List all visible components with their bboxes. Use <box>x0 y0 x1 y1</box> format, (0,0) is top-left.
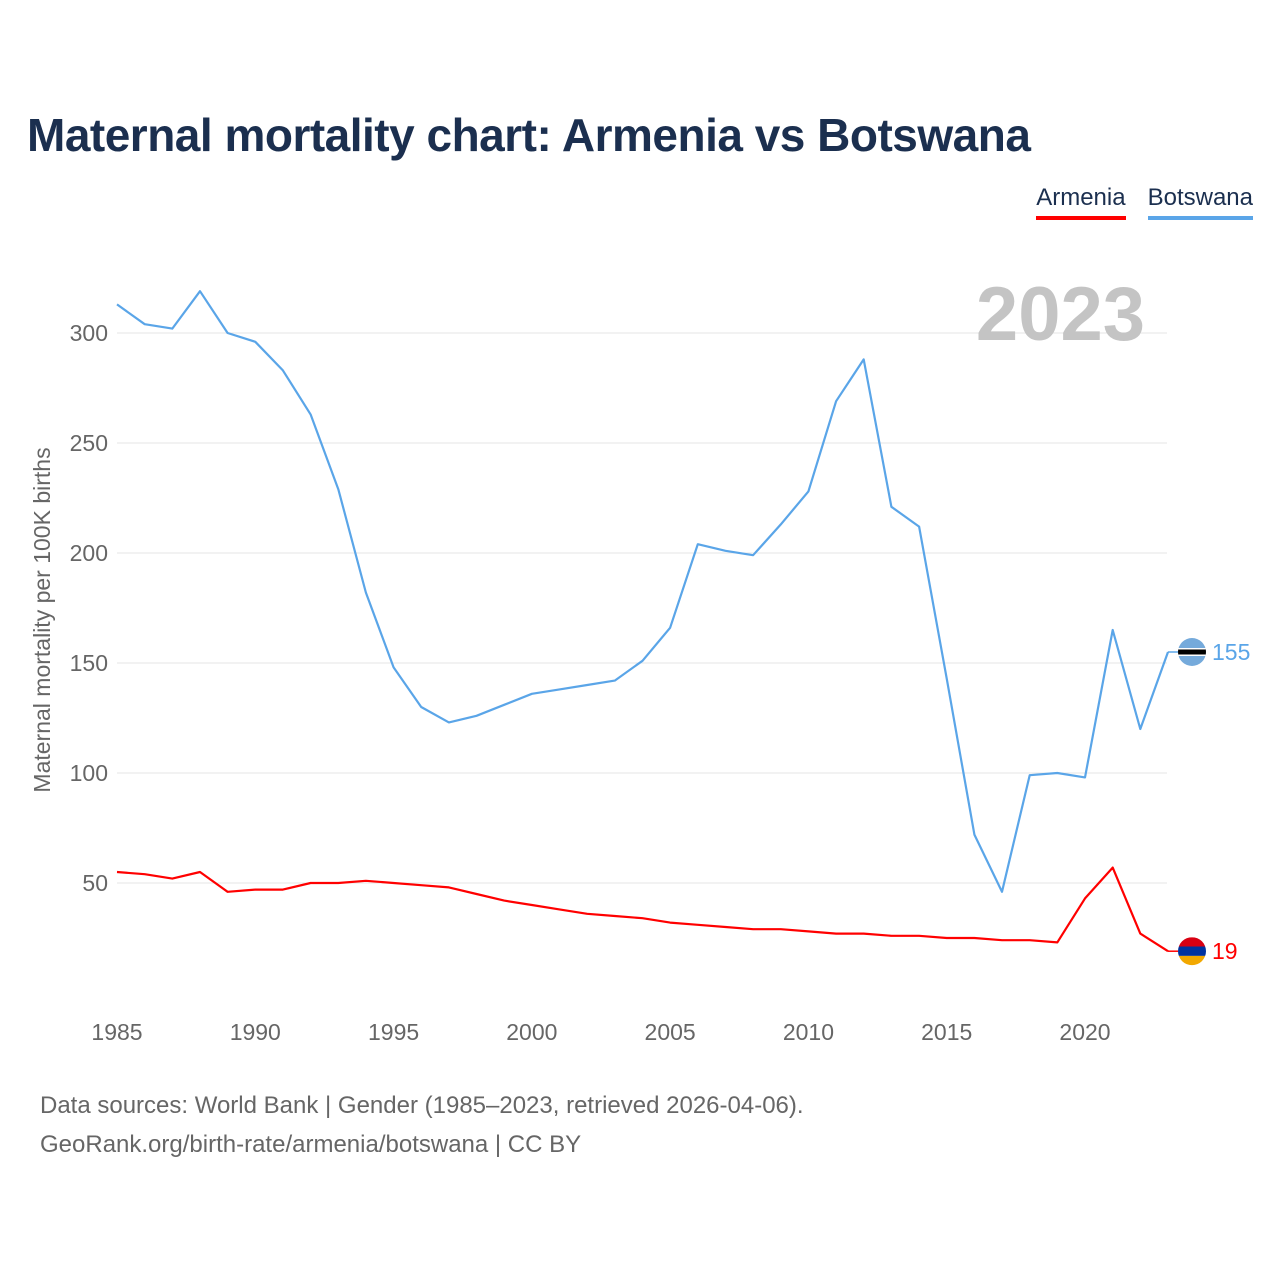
series-line-armenia <box>116 866 1169 953</box>
x-tick-label: 2000 <box>506 1019 557 1045</box>
chart-title: Maternal mortality chart: Armenia vs Bot… <box>27 109 1031 161</box>
legend: Armenia Botswana <box>1036 184 1253 220</box>
y-tick-label: 200 <box>70 540 108 566</box>
y-tick-label: 50 <box>82 870 108 896</box>
series-lines <box>116 290 1170 953</box>
x-tick-label: 1995 <box>368 1019 419 1045</box>
x-tick-label: 2010 <box>783 1019 834 1045</box>
y-tick-label: 300 <box>70 320 108 346</box>
gridlines <box>117 332 1167 884</box>
end-value-label-armenia: 19 <box>1212 938 1238 964</box>
x-tick-label: 2020 <box>1059 1019 1110 1045</box>
legend-armenia[interactable]: Armenia <box>1036 184 1126 220</box>
x-ticks: 1985 1990 1995 2000 2005 2010 2015 2020 <box>91 1019 1110 1045</box>
line-chart: 2023 Maternal mortality per 100K births … <box>29 272 1250 1045</box>
y-ticks: 50 100 150 200 250 300 <box>70 320 108 896</box>
armenia-flag-icon <box>1178 937 1206 966</box>
x-tick-label: 1990 <box>230 1019 281 1045</box>
year-watermark: 2023 <box>976 272 1145 357</box>
botswana-flag-icon <box>1178 638 1206 666</box>
source-link[interactable]: GeoRank.org/birth-rate/armenia/botswana … <box>40 1131 582 1158</box>
source-note: Data sources: World Bank | Gender (1985–… <box>40 1092 804 1119</box>
y-tick-label: 100 <box>70 760 108 786</box>
x-tick-label: 1985 <box>91 1019 142 1045</box>
y-tick-label: 150 <box>70 650 108 676</box>
y-tick-label: 250 <box>70 430 108 456</box>
series-line-botswana <box>116 290 1170 893</box>
y-axis-label: Maternal mortality per 100K births <box>29 447 55 792</box>
footer: Data sources: World Bank | Gender (1985–… <box>40 1086 804 1164</box>
x-tick-label: 2005 <box>645 1019 696 1045</box>
series-end-markers: 19 155 <box>1167 638 1250 966</box>
end-value-label-botswana: 155 <box>1212 639 1250 665</box>
x-tick-label: 2015 <box>921 1019 972 1045</box>
legend-botswana[interactable]: Botswana <box>1147 184 1253 220</box>
